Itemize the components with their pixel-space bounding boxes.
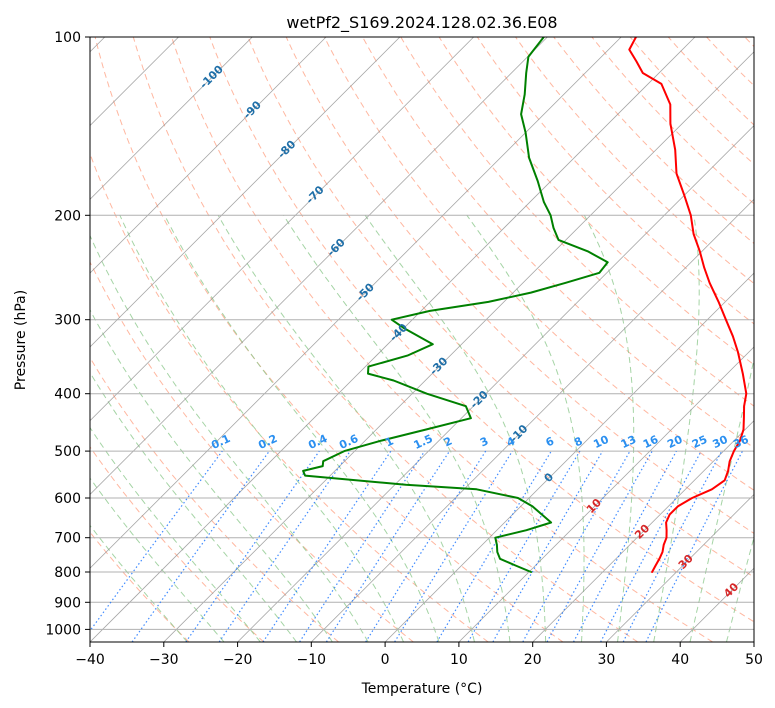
isotherm-line [237, 125, 754, 642]
axis-ticks: −40 −30 −20 −10 0 10 20 30 40 50 100 200 300 400 500 60… [45, 30, 763, 668]
moist-adiabat-line [90, 477, 225, 642]
moist-adiabat-line [119, 215, 405, 642]
moist-adiabat-line [364, 215, 547, 642]
dry-adiabat-line [209, 37, 754, 623]
x-tick-label: −40 [75, 652, 105, 668]
isobars [90, 37, 754, 630]
moist-adiabat-line [466, 215, 585, 642]
x-tick-label: −20 [223, 652, 253, 668]
mixing-ratio-line [546, 450, 653, 642]
isotherm-line [606, 493, 754, 642]
moist-adiabat-line [217, 215, 475, 642]
y-tick-label: 600 [54, 491, 81, 507]
mixing-ratio-line [467, 450, 581, 642]
mixing-ratio-line [394, 450, 513, 642]
y-tick-label: 400 [54, 387, 81, 403]
mixing-ratio-line [90, 450, 223, 632]
x-tick-label: 50 [745, 652, 763, 668]
y-tick-label: 200 [54, 208, 81, 224]
isotherm-line [458, 346, 754, 642]
mixing-ratio-line [436, 450, 552, 642]
moist-adiabat-line [90, 371, 297, 642]
temperature-profile [628, 37, 748, 573]
isotherm-line [384, 272, 754, 642]
isotherm-line [311, 198, 754, 642]
y-tick-label: 900 [54, 595, 81, 611]
x-tick-label: 20 [524, 652, 542, 668]
mixing-ratio-label: 25 [690, 433, 709, 451]
x-axis-title: Temperature (°C) [361, 681, 483, 697]
mixing-ratio-line [185, 450, 320, 642]
x-tick-label: 0 [381, 652, 390, 668]
dry-adiabat-line [400, 37, 754, 407]
dry-adiabat-line [247, 37, 754, 578]
mixing-ratio-label: 10 [591, 433, 611, 451]
mixing-ratio-line [492, 450, 604, 642]
plot-area [90, 37, 754, 642]
isotherm-line [90, 37, 401, 348]
y-tick-label: 500 [54, 444, 81, 460]
mixing-ratio-line [131, 450, 270, 642]
moist-adiabat-line [164, 215, 440, 642]
isotherm-line [163, 51, 754, 642]
y-axis-title: Pressure (hPa) [13, 290, 29, 390]
x-tick-label: −30 [149, 652, 179, 668]
moist-adiabat-line [90, 308, 333, 642]
dry-adiabat-line [90, 260, 414, 642]
x-tick-label: 40 [671, 652, 689, 668]
mixing-ratio-line [325, 450, 451, 642]
profiles [302, 37, 748, 573]
dewpoint-profile [302, 37, 609, 573]
mixing-ratio-label: 20 [665, 433, 685, 451]
isotherm-line [532, 420, 754, 642]
dry-adiabat-line [515, 37, 754, 285]
moist-adiabats [90, 215, 754, 642]
dry-adiabat-line [132, 37, 639, 642]
plot-frame [89, 36, 755, 643]
moist-adiabat-line [283, 215, 511, 642]
x-tick-label: −10 [297, 652, 327, 668]
x-tick-label: 10 [450, 652, 468, 668]
dry-adiabat-line [90, 446, 265, 642]
dry-adiabat-line [629, 37, 754, 165]
dry-adiabat-line [438, 37, 754, 366]
chart-title: wetPf2_S169.2024.128.02.36.E08 [286, 13, 557, 33]
plot-layer: -100-90-80-70-60-50-40-30-20-10010203040… [90, 37, 754, 642]
mixing-ratio-lines [90, 450, 744, 642]
moist-adiabat-line [90, 234, 369, 642]
x-tick-label: 30 [597, 652, 615, 668]
mixing-ratio-label: 13 [619, 433, 638, 451]
isotherm-line [90, 37, 548, 495]
isotherm-line [90, 37, 696, 642]
isotherm-line [90, 37, 253, 200]
mixing-ratio-label: 30 [711, 433, 731, 451]
y-tick-label: 300 [54, 313, 81, 329]
dry-adiabat-line [323, 37, 754, 491]
isotherms [90, 37, 754, 642]
mixing-ratio-line [572, 450, 677, 642]
mixing-ratio-line [218, 450, 351, 642]
moist-adiabat-line [583, 215, 635, 642]
isotherm-line [90, 37, 622, 569]
isotherm-line [90, 37, 327, 274]
y-tick-label: 100 [54, 30, 81, 46]
y-tick-label: 1000 [45, 622, 81, 638]
y-tick-label: 700 [54, 531, 81, 547]
mixing-ratio-label: 36 [731, 433, 751, 451]
y-tick-label: 800 [54, 565, 81, 581]
mixing-ratio-line [522, 450, 631, 642]
dry-adiabat-line [553, 37, 754, 245]
mixing-ratio-line [365, 450, 487, 642]
mixing-ratio-label: 16 [641, 433, 661, 451]
isotherm-line [90, 37, 474, 422]
moist-adiabat-line [90, 426, 261, 642]
